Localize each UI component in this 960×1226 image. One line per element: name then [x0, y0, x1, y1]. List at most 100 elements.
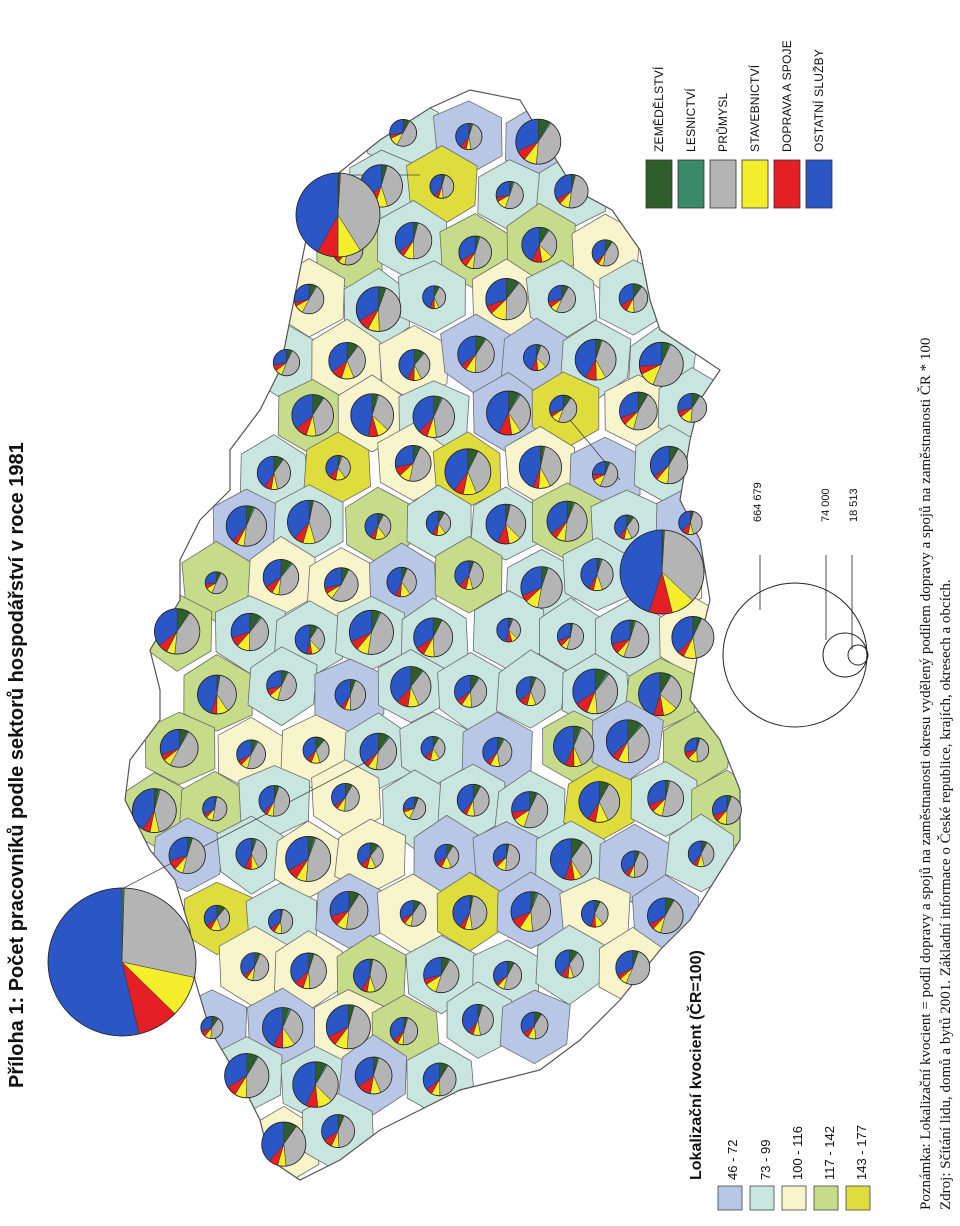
district-pie [511, 791, 549, 829]
district-pie [456, 783, 490, 817]
district-pie [614, 514, 640, 540]
district-pie [518, 445, 562, 489]
district-pie [687, 840, 715, 868]
district-pie [485, 278, 528, 321]
pie-slice [273, 349, 287, 366]
district-pie [712, 795, 742, 825]
district-pie [420, 735, 446, 761]
district-pie [348, 609, 394, 655]
size-label-medium: 74 000 [820, 488, 832, 522]
page-title: Příloha 1: Počet pracovníků podle sektor… [6, 442, 28, 1088]
sector-swatch [677, 159, 705, 209]
sector-label-industry: PRŮMYSL [716, 92, 730, 152]
district-pie [554, 949, 584, 979]
district-pie [580, 557, 614, 592]
district-pie [647, 780, 685, 817]
district-pie [268, 908, 294, 934]
district-pie [452, 895, 488, 931]
district-pie [454, 560, 484, 590]
district-pie [574, 338, 617, 381]
size-legend-circle [822, 632, 868, 678]
district-pie [159, 728, 199, 768]
district-pie [549, 394, 578, 423]
legend-class-swatch [845, 1185, 871, 1211]
district-pie [572, 668, 619, 715]
district-pie [678, 510, 703, 535]
district-pie [547, 284, 576, 314]
legend-class-swatch [813, 1185, 839, 1211]
district-pie [325, 455, 351, 481]
district-pie [515, 676, 546, 707]
district-pie [240, 952, 270, 982]
sector-label-construction: STAVEBNICTVÍ [748, 64, 762, 152]
classification-legend-swatches [717, 1185, 871, 1211]
sector-swatch [741, 159, 769, 209]
district-pie [520, 566, 563, 609]
district-pie [389, 118, 418, 147]
district-pie [485, 503, 527, 545]
sector-swatch [773, 159, 801, 209]
size-legend-circles [722, 555, 869, 728]
district-pie [649, 445, 689, 485]
district-pie [413, 617, 454, 658]
district-pie [236, 739, 266, 770]
district-pie [261, 1121, 307, 1167]
district-pie [515, 118, 562, 165]
district-pie [671, 616, 715, 659]
district-pie [638, 672, 683, 717]
district-pie [457, 335, 495, 374]
legend-class-label-5: 143 - 177 [854, 1125, 869, 1180]
district-pie [412, 395, 455, 438]
legend-class-swatch [749, 1185, 775, 1211]
district-pie [202, 796, 228, 822]
district-pie [291, 394, 334, 437]
district-pie [364, 513, 392, 540]
district-pie [230, 612, 269, 652]
district-pie [462, 1003, 494, 1036]
district-pie [235, 838, 268, 870]
district-pie [350, 393, 394, 438]
district-pie [523, 344, 550, 372]
district-pie [619, 391, 658, 431]
sector-legend-swatches [645, 159, 833, 209]
district-pie [224, 1053, 270, 1099]
district-pie [256, 455, 291, 490]
district-pie [293, 283, 325, 315]
district-pie [272, 348, 301, 377]
district-pie [638, 341, 684, 387]
sector-swatch [645, 159, 673, 209]
district-pie [550, 838, 593, 881]
district-pie [425, 510, 452, 536]
district-pie [325, 1004, 371, 1050]
sector-label-agriculture: ZEMĚDĚLSTVÍ [652, 66, 666, 152]
district-pie [620, 850, 649, 878]
district-pie [204, 571, 228, 595]
district-pie [399, 900, 427, 927]
district-pie [580, 900, 609, 928]
district-pie [390, 666, 432, 708]
district-pie [394, 445, 432, 482]
district-pie [294, 624, 325, 655]
district-pie [359, 732, 398, 771]
district-pie [131, 788, 177, 833]
district-pie [422, 1062, 457, 1097]
district-pie [677, 392, 708, 423]
district-pie [455, 122, 483, 151]
district-pie [444, 448, 492, 496]
district-pie [610, 619, 650, 659]
source-text: Zdroj: Sčítání lidu, domů a bytů 2001. Z… [938, 579, 954, 1210]
district-pie [321, 1114, 355, 1148]
district-pie [458, 235, 492, 270]
district-pie [554, 174, 589, 209]
sector-label-forestry: LESNICTVÍ [684, 88, 698, 152]
district-pie [258, 785, 291, 817]
district-pie [290, 952, 327, 990]
district-pie [398, 349, 431, 381]
district-pie [386, 566, 417, 598]
legend-class-label-3: 100 - 116 [790, 1126, 805, 1180]
district-pie [429, 174, 455, 199]
district-pie [200, 1016, 224, 1040]
district-pie [482, 736, 513, 767]
district-pie [434, 843, 460, 869]
